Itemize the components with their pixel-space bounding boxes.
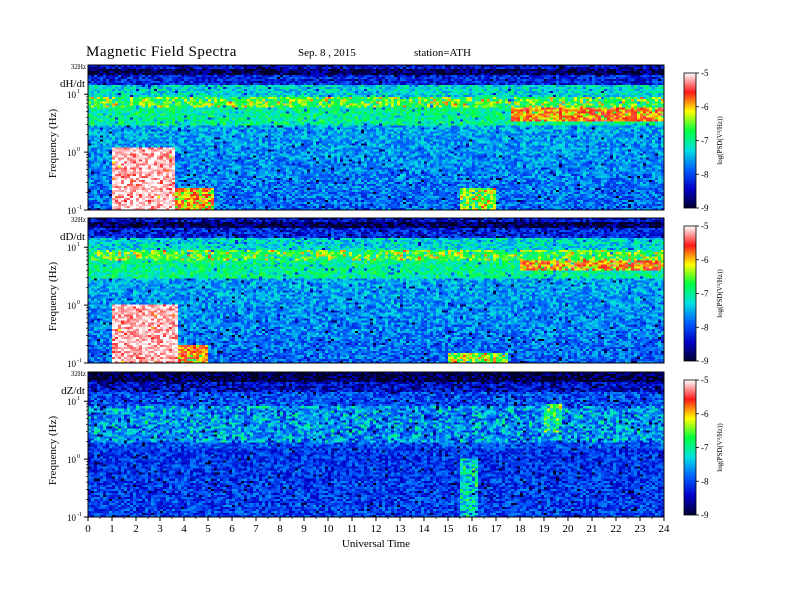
colorbar-label-1: log(PSD(V²/Hz)) <box>716 116 724 165</box>
colorbar-label-3: log(PSD(V²/Hz)) <box>716 423 724 472</box>
y-tick-exponent: 1 <box>77 242 80 248</box>
y-tick-label: 10 <box>67 513 77 523</box>
y-tick-exponent: -1 <box>77 205 82 211</box>
y-tick-exponent: 1 <box>77 396 80 402</box>
y-axis-label-3: Frequency (Hz) <box>47 416 59 486</box>
x-tick-label: 20 <box>563 523 575 535</box>
y-tick-label: 10 <box>67 301 77 311</box>
x-tick-label: 13 <box>395 523 407 535</box>
colorbar-tick-label: -9 <box>701 510 709 520</box>
x-tick-label: 7 <box>253 523 259 535</box>
colorbar-2 <box>683 225 697 362</box>
colorbar-3 <box>683 379 697 516</box>
colorbar-tick-label: -9 <box>701 356 709 366</box>
colorbar-tick-label: -6 <box>701 409 709 419</box>
x-tick-label: 5 <box>205 523 211 535</box>
figure-station: station=ATH <box>414 47 471 59</box>
colorbar-tick-label: -7 <box>701 289 709 299</box>
y-tick-exponent: -1 <box>77 512 82 518</box>
x-tick-label: 11 <box>347 523 358 535</box>
x-tick-label: 2 <box>133 523 139 535</box>
x-tick-label: 22 <box>611 523 622 535</box>
figure-date: Sep. 8 , 2015 <box>298 47 356 59</box>
x-tick-label: 14 <box>419 523 431 535</box>
y-tick-exponent: 1 <box>77 89 80 95</box>
spectrogram-3 <box>88 372 664 517</box>
y-tick-exponent: 0 <box>77 300 80 306</box>
x-tick-label: 0 <box>85 523 91 535</box>
x-tick-label: 8 <box>277 523 283 535</box>
y-tick-label: 10 <box>67 148 77 158</box>
colorbar-tick-label: -5 <box>701 375 709 385</box>
x-tick-label: 6 <box>229 523 235 535</box>
y-tick-exponent: 0 <box>77 147 80 153</box>
colorbar-1 <box>683 72 697 209</box>
x-tick-label: 17 <box>491 523 503 535</box>
panel-frame-1 <box>87 64 665 211</box>
x-tick-label: 16 <box>467 523 479 535</box>
x-tick-label: 12 <box>371 523 382 535</box>
y-tick-exponent: -1 <box>77 358 82 364</box>
colorbar-tick-label: -8 <box>701 169 709 179</box>
colorbar-label-2: log(PSD(V²/Hz)) <box>716 269 724 318</box>
y-top-label-2: 32Hz <box>71 216 86 224</box>
panel-label-3: dZ/dt <box>61 385 85 397</box>
y-tick-label: 10 <box>67 455 77 465</box>
y-tick-exponent: 0 <box>77 454 80 460</box>
panel-frame-2 <box>87 217 665 364</box>
y-tick-label: 10 <box>67 397 77 407</box>
colorbar-tick-label: -5 <box>701 68 709 78</box>
x-tick-label: 10 <box>323 523 335 535</box>
colorbar-tick-label: -7 <box>701 136 709 146</box>
x-tick-label: 3 <box>157 523 163 535</box>
y-top-label-1: 32Hz <box>71 63 86 71</box>
x-tick-label: 4 <box>181 523 187 535</box>
y-axis-label-2: Frequency (Hz) <box>47 262 59 332</box>
x-tick-label: 15 <box>443 523 455 535</box>
colorbar-tick-label: -9 <box>701 203 709 213</box>
x-tick-label: 24 <box>659 523 671 535</box>
panel-label-2: dD/dt <box>60 231 85 243</box>
x-axis-label: Universal Time <box>342 538 410 550</box>
colorbar-tick-label: -5 <box>701 221 709 231</box>
colorbar-tick-label: -7 <box>701 443 709 453</box>
y-tick-label: 10 <box>67 359 77 369</box>
x-tick-label: 23 <box>635 523 647 535</box>
x-tick-label: 1 <box>109 523 115 535</box>
colorbar-tick-label: -6 <box>701 255 709 265</box>
spectrogram-2 <box>88 218 664 363</box>
panel-label-1: dH/dt <box>60 78 85 90</box>
colorbar-tick-label: -8 <box>701 476 709 486</box>
y-tick-label: 10 <box>67 206 77 216</box>
x-tick-label: 18 <box>515 523 527 535</box>
y-axis-label-1: Frequency (Hz) <box>47 109 59 179</box>
colorbar-tick-label: -6 <box>701 102 709 112</box>
y-top-label-3: 32Hz <box>71 370 86 378</box>
x-tick-label: 9 <box>301 523 307 535</box>
y-tick-label: 10 <box>67 243 77 253</box>
colorbar-tick-label: -8 <box>701 322 709 332</box>
x-tick-label: 21 <box>587 523 598 535</box>
figure-title: Magnetic Field Spectra <box>86 44 237 60</box>
y-tick-label: 10 <box>67 90 77 100</box>
spectrogram-1 <box>88 65 664 210</box>
x-tick-label: 19 <box>539 523 551 535</box>
